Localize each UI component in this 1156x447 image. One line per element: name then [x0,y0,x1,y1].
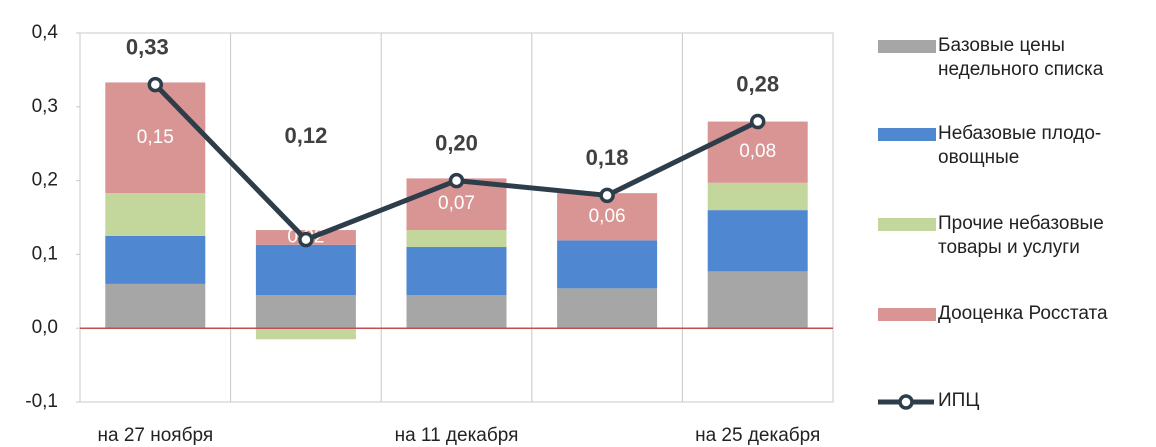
plot-border [79,32,834,403]
legend-swatch [878,40,936,53]
bar-segment [105,235,206,284]
legend-swatch [878,308,936,321]
y-tick-label: 0,0 [32,317,58,338]
y-tick-label: 0,1 [32,243,58,264]
bar-segment [707,121,808,183]
line-marker [599,187,615,204]
x-tick-label: на 11 декабря [395,425,519,446]
bar-segment [406,294,507,329]
bar-segment [406,230,507,248]
bar-segment [255,328,356,340]
bar-segment [557,288,658,329]
data-label: 0,08 [739,141,776,162]
line-marker [448,172,465,189]
legend-label: Дооценка Росстата [938,303,1108,324]
line-label: 0,28 [736,71,779,96]
legend-swatch [878,218,936,231]
line-marker [147,76,164,93]
legend-marker [898,394,914,410]
data-label: 0,15 [137,127,174,148]
bar-segment [255,244,356,295]
line-label: 0,18 [586,145,629,170]
bar-segment [406,247,507,295]
legend-label: Прочие небазовые товары и услуги [938,213,1104,258]
bar-segment [707,271,808,329]
bar-segment [557,240,658,289]
line-label: 0,33 [126,34,169,59]
bar-segment [707,182,808,211]
bar-segment [105,283,206,329]
line-label: 0,20 [435,130,478,155]
bar-segment [105,82,206,194]
legend-label: ИПЦ [938,390,980,411]
line-label: 0,12 [284,123,327,148]
y-tick-label: 0,3 [32,96,58,117]
x-tick-label: на 27 ноября [97,425,213,446]
bar-segment [255,294,356,329]
legend-swatch [878,128,936,141]
x-tick-label: на 25 декабря [695,425,820,446]
data-label: 0,07 [438,193,475,214]
y-tick-label: 0,4 [32,22,59,43]
y-tick-label: -0,1 [25,391,58,412]
legend-label: Небазовые плодо-овощные [938,123,1102,168]
bar-segment [707,210,808,272]
line-marker [749,113,766,130]
line-marker [298,231,314,248]
bar-segment [105,193,206,236]
y-tick-label: 0,2 [32,170,58,191]
legend-label: Базовые цены недельного списка [938,35,1104,80]
data-label: 0,06 [589,206,626,227]
